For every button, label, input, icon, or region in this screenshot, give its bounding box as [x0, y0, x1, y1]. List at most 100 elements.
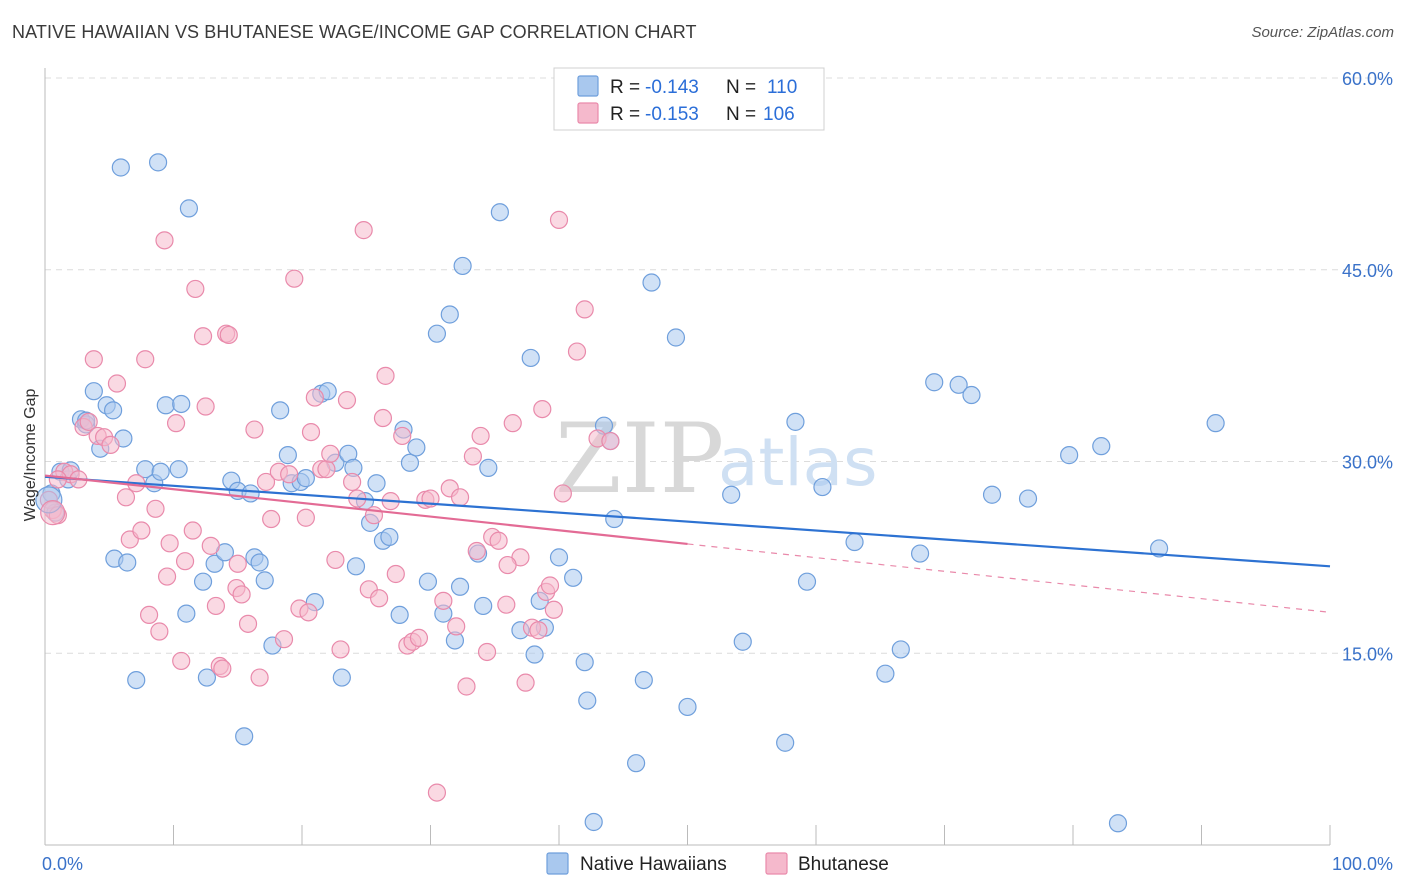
point-pink — [516, 673, 535, 692]
point-blue — [876, 664, 895, 683]
point-pink — [201, 536, 220, 555]
point-blue — [427, 324, 447, 343]
point-pink — [321, 444, 340, 463]
point-pink — [150, 622, 169, 641]
gridlines — [45, 77, 1390, 654]
point-pink — [101, 435, 120, 454]
point-pink — [386, 564, 405, 584]
legend-n-label: N = — [726, 77, 756, 98]
point-pink — [245, 420, 264, 439]
point-pink — [219, 325, 238, 345]
point-blue — [626, 754, 646, 773]
point-blue — [250, 553, 269, 572]
point-pink — [280, 465, 299, 484]
tick-labels: 15.0% 30.0% 45.0% 60.0% 0.0% 100.0% — [42, 69, 1393, 874]
legend-r-label: R = — [610, 77, 640, 98]
legend-r-label: R = — [610, 104, 640, 125]
trend-line-extension-pink — [687, 543, 1331, 613]
point-pink — [373, 408, 393, 428]
point-pink — [175, 552, 195, 571]
series-legend-label-pink: Bhutanese — [798, 854, 889, 875]
point-blue — [666, 328, 686, 347]
point-pink — [467, 541, 486, 561]
y-tick-label: 45.0% — [1342, 261, 1393, 281]
point-pink — [503, 414, 522, 433]
series-legend-swatch-pink — [765, 852, 788, 875]
point-blue — [450, 577, 470, 596]
watermark-atlas: atlas — [718, 424, 878, 501]
point-pink — [132, 521, 151, 540]
point-blue — [127, 670, 146, 690]
point-pink — [301, 422, 321, 442]
point-blue — [205, 554, 224, 573]
point-pink — [354, 221, 373, 240]
point-pink — [575, 300, 594, 319]
point-blue — [235, 727, 254, 746]
point-blue — [172, 394, 191, 414]
chart-source: Source: ZipAtlas.com — [1251, 24, 1394, 41]
series-legend: Native Hawaiians Bhutanese — [546, 852, 889, 875]
point-blue — [845, 532, 864, 552]
point-blue — [440, 305, 459, 324]
legend-box — [553, 67, 825, 131]
point-blue — [197, 668, 217, 687]
data-points — [35, 68, 1225, 833]
point-pink — [107, 374, 127, 393]
y-tick-label: 30.0% — [1342, 453, 1393, 473]
point-pink — [172, 651, 191, 671]
point-blue — [241, 484, 260, 503]
series-legend-label-blue: Native Hawaiians — [580, 854, 727, 875]
point-blue — [1018, 489, 1038, 508]
point-pink — [343, 472, 362, 492]
point-blue — [605, 509, 624, 529]
point-blue — [776, 733, 795, 752]
point-pink — [40, 500, 66, 526]
point-blue — [1149, 539, 1169, 558]
point-pink — [183, 521, 202, 540]
legend-n-value-pink: 106 — [763, 104, 795, 125]
point-blue — [400, 453, 420, 472]
point-blue — [733, 632, 752, 651]
point-blue — [578, 691, 597, 710]
point-blue — [891, 640, 910, 659]
point-pink — [79, 412, 98, 431]
point-blue — [982, 485, 1002, 504]
correlation-legend: R = -0.143 N = 110 R = -0.153 N = 106 — [553, 67, 825, 131]
point-blue — [479, 458, 498, 477]
point-pink — [553, 484, 572, 503]
point-blue — [179, 199, 199, 218]
watermark-zip: ZIP — [555, 403, 724, 515]
legend-r-value-blue: -0.143 — [645, 77, 699, 98]
point-pink — [238, 614, 258, 633]
point-pink — [196, 397, 215, 416]
y-tick-label: 15.0% — [1342, 644, 1393, 664]
point-blue — [786, 412, 805, 431]
point-pink — [567, 342, 587, 361]
y-tick-label: 60.0% — [1342, 69, 1393, 89]
point-pink — [166, 414, 186, 433]
point-blue — [1108, 814, 1128, 833]
point-pink — [299, 603, 318, 622]
point-pink — [489, 531, 508, 550]
point-blue — [564, 568, 583, 587]
point-pink — [262, 509, 281, 529]
point-pink — [146, 499, 165, 518]
legend-r-value-pink: -0.153 — [645, 104, 699, 125]
point-pink — [116, 488, 136, 507]
point-blue — [584, 812, 603, 832]
point-blue — [118, 553, 137, 572]
point-blue — [453, 256, 472, 276]
point-blue — [1060, 446, 1079, 465]
point-pink — [256, 472, 276, 492]
point-blue — [813, 477, 832, 497]
point-pink — [84, 350, 103, 369]
point-pink — [463, 447, 483, 466]
point-pink — [434, 591, 453, 610]
point-blue — [797, 572, 817, 591]
chart-title: NATIVE HAWAIIAN VS BHUTANESE WAGE/INCOME… — [12, 22, 697, 42]
point-pink — [471, 426, 490, 446]
point-pink — [533, 399, 552, 419]
legend-swatch-pink — [577, 102, 599, 124]
point-pink — [326, 550, 345, 570]
